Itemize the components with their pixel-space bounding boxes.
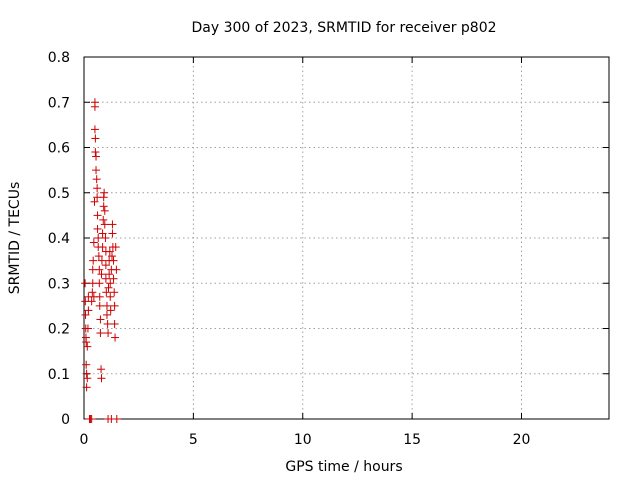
data-point — [83, 324, 92, 333]
data-point — [101, 274, 110, 283]
data-point — [109, 274, 118, 283]
data-point — [84, 306, 93, 315]
data-point — [106, 306, 115, 315]
data-point — [88, 288, 97, 297]
y-tick-label: 0.7 — [48, 95, 70, 111]
data-point — [82, 383, 91, 392]
x-tick-label: 0 — [80, 432, 89, 448]
data-point — [108, 220, 117, 229]
data-point — [99, 202, 108, 211]
data-point — [92, 152, 101, 161]
data-point — [98, 243, 107, 252]
data-point — [97, 256, 106, 265]
data-point — [82, 360, 91, 369]
data-point — [108, 252, 116, 261]
data-point — [112, 415, 121, 423]
x-tick-label: 10 — [294, 432, 312, 448]
data-point — [110, 288, 119, 297]
data-point — [97, 365, 106, 374]
data-point — [104, 283, 113, 292]
data-point — [82, 338, 91, 347]
data-point — [111, 243, 120, 252]
x-tick-label: 5 — [189, 432, 198, 448]
y-tick-label: 0 — [61, 412, 70, 428]
data-point — [100, 206, 109, 215]
data-point — [93, 184, 102, 193]
data-point — [106, 292, 115, 301]
data-point — [83, 374, 92, 383]
y-tick-label: 0.3 — [48, 276, 70, 292]
data-point — [103, 319, 112, 328]
data-point — [101, 234, 110, 242]
data-point — [83, 342, 92, 351]
data-point — [81, 310, 90, 319]
data-point — [95, 292, 104, 301]
data-point — [102, 301, 111, 310]
data-points — [81, 98, 121, 423]
data-point — [98, 229, 107, 238]
data-point — [100, 220, 109, 229]
x-tick-label: 20 — [513, 432, 531, 448]
y-axis-label: SRMTID / TECUs — [7, 182, 23, 295]
data-point — [82, 369, 91, 378]
data-point — [102, 288, 111, 297]
data-point — [112, 265, 121, 274]
data-point — [106, 279, 115, 288]
y-tick-label: 0.1 — [48, 367, 70, 383]
x-axis-label: GPS time / hours — [285, 459, 402, 475]
data-point — [111, 333, 120, 342]
data-point — [102, 310, 111, 319]
data-point — [101, 261, 110, 270]
chart-title: Day 300 of 2023, SRMTID for receiver p80… — [191, 20, 496, 36]
data-point — [93, 224, 102, 233]
data-point — [110, 319, 119, 328]
y-tick-label: 0.8 — [48, 50, 70, 66]
data-point — [95, 279, 104, 288]
data-point — [87, 297, 96, 306]
data-point — [92, 166, 101, 175]
axes-layer: 0 5 10 15 20 0 0.1 0.2 0.3 0.4 0.5 0.6 0.7 0.8 — [48, 50, 610, 448]
data-point — [89, 256, 98, 265]
data-point — [87, 415, 96, 423]
data-point — [105, 247, 114, 256]
data-point — [90, 125, 99, 134]
data-point — [90, 197, 99, 206]
data-point — [96, 329, 105, 338]
data-point — [94, 252, 103, 261]
data-point — [109, 256, 118, 265]
data-point — [95, 265, 104, 274]
data-point — [91, 148, 100, 157]
data-point — [81, 279, 90, 288]
data-point — [89, 238, 98, 247]
data-point — [99, 215, 108, 224]
data-point — [93, 211, 102, 220]
grid-layer — [84, 57, 609, 419]
y-tick-label: 0.6 — [48, 141, 70, 157]
data-point — [96, 315, 105, 324]
data-point — [104, 329, 113, 338]
data-point — [108, 229, 117, 238]
data-point — [91, 134, 100, 143]
data-point — [94, 234, 103, 242]
y-tick-label: 0.4 — [48, 231, 70, 247]
data-point — [92, 175, 101, 184]
data-point — [97, 270, 106, 279]
data-point — [100, 188, 109, 197]
data-point — [95, 301, 104, 310]
data-point — [97, 374, 106, 383]
data-point — [90, 102, 99, 111]
x-tick-label: 15 — [403, 432, 421, 448]
y-tick-label: 0.5 — [48, 186, 70, 202]
data-point — [110, 301, 119, 310]
y-tick-label: 0.2 — [48, 322, 70, 338]
data-point — [105, 270, 114, 279]
